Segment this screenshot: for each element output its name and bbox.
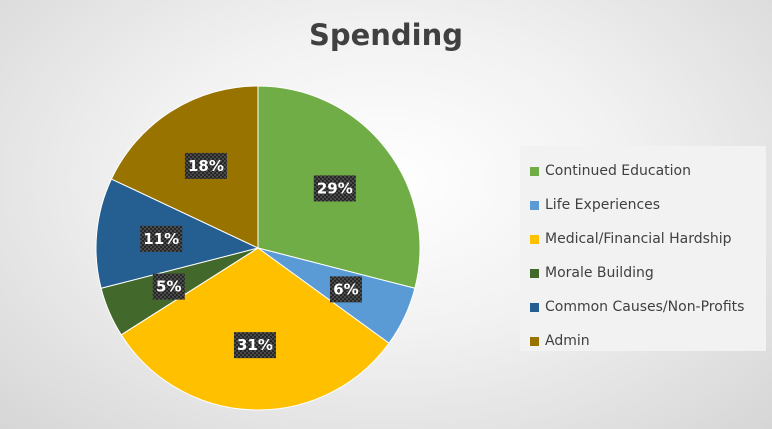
legend-item-common-causes-non-profits: Common Causes/Non-Profits [530, 290, 766, 324]
legend-item-continued-education: Continued Education [530, 154, 766, 188]
legend-swatch [530, 268, 539, 278]
legend-label: Medical/Financial Hardship [545, 231, 732, 247]
legend-swatch [530, 166, 539, 176]
pie-data-labels: 29% 6% 31% 5% 11% 18% [140, 152, 362, 359]
data-label-text: 31% [237, 336, 273, 354]
data-label-admin: 18% [184, 152, 227, 179]
data-label-morale-building: 5% [152, 273, 185, 300]
chart-title: Spending [308, 18, 464, 52]
data-label-text: 5% [156, 278, 181, 296]
legend-label: Common Causes/Non-Profits [545, 299, 745, 315]
legend-label: Continued Education [545, 163, 691, 179]
pie-slice-admin [110, 85, 259, 249]
legend-swatch [530, 302, 539, 312]
data-label-box [152, 273, 185, 300]
legend-label: Admin [545, 333, 590, 349]
legend-item-life-experiences: Life Experiences [530, 188, 766, 222]
legend-label: Morale Building [545, 265, 654, 281]
data-label-continued-education: 29% [313, 175, 356, 202]
legend-item-admin: Admin [530, 324, 766, 358]
data-label-box [233, 332, 276, 359]
legend-swatch [530, 200, 539, 210]
data-label-box [313, 175, 356, 202]
pie-slice-medical-financial-hardship [120, 247, 390, 411]
legend-swatch [530, 336, 539, 346]
legend-item-morale-building: Morale Building [530, 256, 766, 290]
data-label-box [329, 276, 362, 303]
data-label-text: 29% [317, 179, 353, 197]
data-label-text: 6% [333, 280, 358, 298]
data-label-box [140, 225, 183, 252]
data-label-text: 18% [188, 157, 224, 175]
data-label-common-causes-non-profits: 11% [140, 225, 183, 252]
data-label-life-experiences: 6% [329, 276, 362, 303]
data-label-text: 11% [143, 230, 179, 248]
legend-item-medical-financial-hardship: Medical/Financial Hardship [530, 222, 766, 256]
data-label-medical-financial-hardship: 31% [233, 332, 276, 359]
data-label-box [184, 152, 227, 179]
legend: Continued Education Life Experiences Medic… [520, 146, 766, 351]
legend-swatch [530, 234, 539, 244]
legend-label: Life Experiences [545, 197, 661, 213]
